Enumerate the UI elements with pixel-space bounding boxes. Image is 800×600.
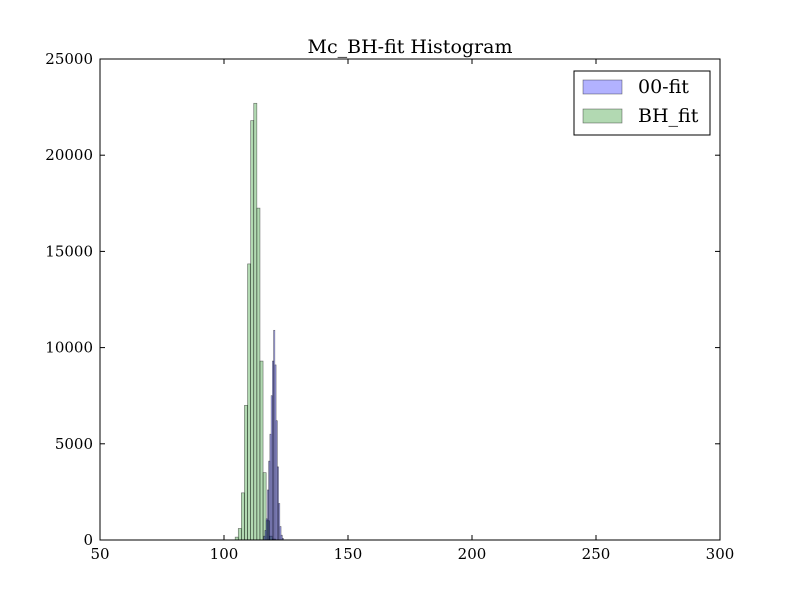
- y-tick-label: 15000: [45, 242, 93, 260]
- y-tick-label: 10000: [45, 339, 93, 357]
- bars-layer: [234, 102, 284, 541]
- legend: 00-fit BH_fit: [573, 70, 711, 136]
- legend-label-bh-fit: BH_fit: [638, 105, 699, 127]
- x-tick-label: 300: [706, 545, 735, 563]
- chart-title: Mc_BH-fit Histogram: [308, 36, 513, 58]
- histogram-bar-bh-fit: [256, 207, 261, 541]
- x-tick-label: 100: [210, 545, 239, 563]
- histogram-bar-bh-fit: [237, 528, 242, 541]
- x-tick-label: 150: [334, 545, 363, 563]
- histogram-bar-bh-fit: [259, 360, 264, 541]
- legend-box: [573, 70, 711, 136]
- y-tick-label: 20000: [45, 146, 93, 164]
- y-tick-label: 25000: [45, 50, 93, 68]
- x-tick-label: 50: [90, 545, 109, 563]
- histogram-bar-bh-fit: [247, 263, 251, 541]
- y-tick-label: 0: [83, 531, 93, 549]
- histogram-bar-bh-fit: [241, 492, 245, 541]
- legend-swatch-00-fit: [582, 79, 623, 95]
- histogram-bar-bh-fit: [262, 472, 267, 541]
- legend-label-00-fit: 00-fit: [638, 76, 689, 98]
- legend-swatch-bh-fit: [582, 108, 623, 124]
- plot-frame: [99, 58, 721, 541]
- y-tick-label: 5000: [55, 435, 93, 453]
- histogram-bar-bh-fit: [244, 405, 248, 541]
- ticks-layer: 50 100 150 200 250 300 0 5000 10000 15000 20000 250…: [45, 50, 734, 563]
- histogram-bar-bh-fit: [250, 120, 255, 541]
- histogram-bar-bh-fit: [253, 102, 258, 541]
- x-tick-label: 250: [582, 545, 611, 563]
- x-tick-label: 200: [458, 545, 487, 563]
